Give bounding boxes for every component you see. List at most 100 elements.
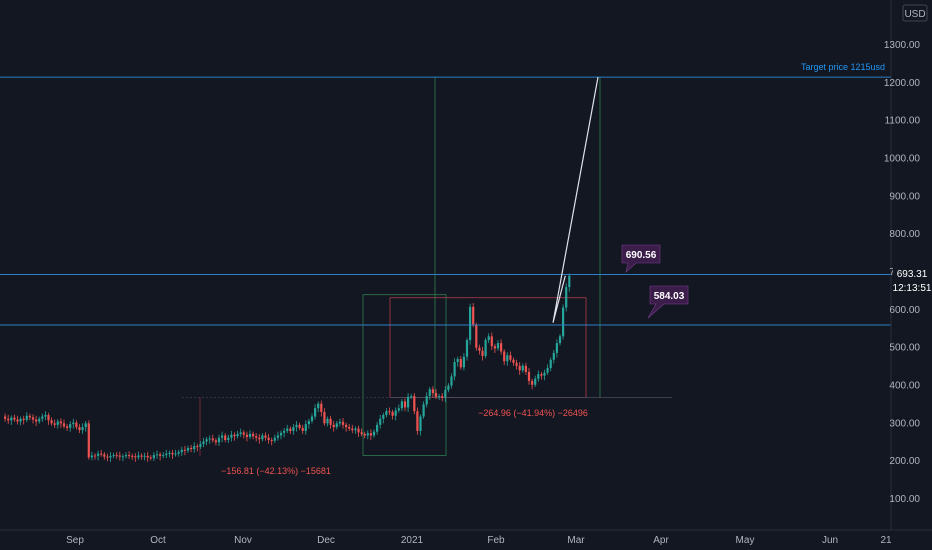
candle-body <box>87 423 90 458</box>
candle-body <box>456 359 459 363</box>
candle-body <box>531 380 534 385</box>
candle-body <box>155 454 159 456</box>
candle-body <box>335 423 338 428</box>
candle-body <box>379 418 382 425</box>
candle-body <box>69 424 72 428</box>
candle-body <box>103 454 106 457</box>
candle-body <box>53 423 56 425</box>
candle-body <box>59 421 62 424</box>
candle-body <box>90 455 93 458</box>
candle-body <box>348 427 351 429</box>
candle-body <box>552 352 555 360</box>
candle-body <box>283 430 286 433</box>
candle-body <box>279 432 283 436</box>
candle-body <box>78 427 81 431</box>
candle-body <box>310 416 314 422</box>
candle-body <box>289 428 292 431</box>
candle-body <box>496 343 500 349</box>
badge-690-text: 690.56 <box>626 250 657 261</box>
candle-body <box>465 340 469 357</box>
candle-body <box>338 421 341 424</box>
candle-body <box>165 453 168 456</box>
candle-body <box>304 424 307 431</box>
time-axis[interactable]: Sep Oct Nov Dec 2021 Feb Mar Apr May Jun 21 <box>0 529 932 546</box>
candle-body <box>298 424 301 428</box>
candle-body <box>202 441 205 445</box>
x-tick-label: Dec <box>317 535 335 546</box>
countdown-label: 12:13:51 <box>893 283 932 294</box>
candle-body <box>124 455 128 457</box>
candle-body <box>56 421 59 425</box>
candle-body <box>549 359 552 369</box>
candle-body <box>245 434 248 437</box>
candle-body <box>490 336 493 347</box>
projection-line[interactable] <box>552 77 599 323</box>
candle-body <box>397 408 400 411</box>
x-tick-label: Mar <box>567 535 585 546</box>
candle-body <box>174 453 177 455</box>
badge-584[interactable]: 584.03 <box>647 285 689 319</box>
candle-body <box>512 359 515 363</box>
candle-body <box>326 418 329 424</box>
candle-body <box>255 436 258 438</box>
candle-body <box>527 371 531 381</box>
candle-body <box>487 336 490 341</box>
y-tick-label: 900.00 <box>889 191 920 202</box>
price-axis[interactable]: 100.00200.00300.00400.00500.00600.00700.… <box>884 0 932 530</box>
measure-box-green <box>362 294 447 456</box>
candle-body <box>38 418 41 422</box>
currency-badge[interactable] <box>902 4 928 22</box>
candle-body <box>366 433 369 436</box>
measure-label-1: −156.81 (−42.13%) −15681 <box>221 466 331 476</box>
candle-body <box>252 433 255 437</box>
y-tick-label: 200.00 <box>889 456 920 467</box>
candle-body <box>534 378 537 385</box>
y-tick-label: 300.00 <box>889 418 920 429</box>
candle-body <box>10 417 13 421</box>
candle-body <box>183 449 186 451</box>
y-tick-label: 1300.00 <box>884 40 921 51</box>
candle-body <box>506 355 509 362</box>
y-tick-label: 600.00 <box>889 305 920 316</box>
candle-body <box>484 340 487 356</box>
horizontal-levels[interactable] <box>0 76 891 326</box>
candle-body <box>137 455 140 458</box>
candle-body <box>422 404 425 417</box>
candle-body <box>214 440 217 443</box>
candle-body <box>248 433 252 437</box>
candle-body <box>459 359 462 368</box>
candle-body <box>152 455 155 459</box>
candle-body <box>227 437 230 440</box>
candle-body <box>329 418 332 425</box>
candle-body <box>292 427 295 431</box>
badge-690[interactable]: 690.56 <box>621 244 661 273</box>
candle-body <box>419 416 422 431</box>
candle-body <box>332 424 335 428</box>
candle-body <box>546 368 549 373</box>
candle-body <box>171 452 174 455</box>
projection-path[interactable] <box>552 77 599 323</box>
candle-body <box>413 396 416 412</box>
candle-body <box>242 432 245 435</box>
candle-body <box>425 396 428 405</box>
candle-body <box>224 435 227 440</box>
candle-body <box>217 437 221 443</box>
candle-body <box>515 362 518 366</box>
candle-body <box>357 428 360 433</box>
x-tick-label: May <box>736 535 755 546</box>
candle-body <box>394 410 397 416</box>
y-tick-label: 1000.00 <box>884 154 921 165</box>
candle-body <box>4 416 7 419</box>
candle-body <box>270 439 273 441</box>
candle-body <box>345 424 348 428</box>
y-tick-label: 1200.00 <box>884 78 921 89</box>
candle-body <box>19 418 22 422</box>
candle-body <box>537 374 540 379</box>
candle-body <box>286 428 289 431</box>
candle-body <box>81 427 84 431</box>
candle-body <box>453 362 456 377</box>
candle-body <box>500 343 503 352</box>
candle-body <box>131 455 134 457</box>
candles <box>4 273 571 462</box>
